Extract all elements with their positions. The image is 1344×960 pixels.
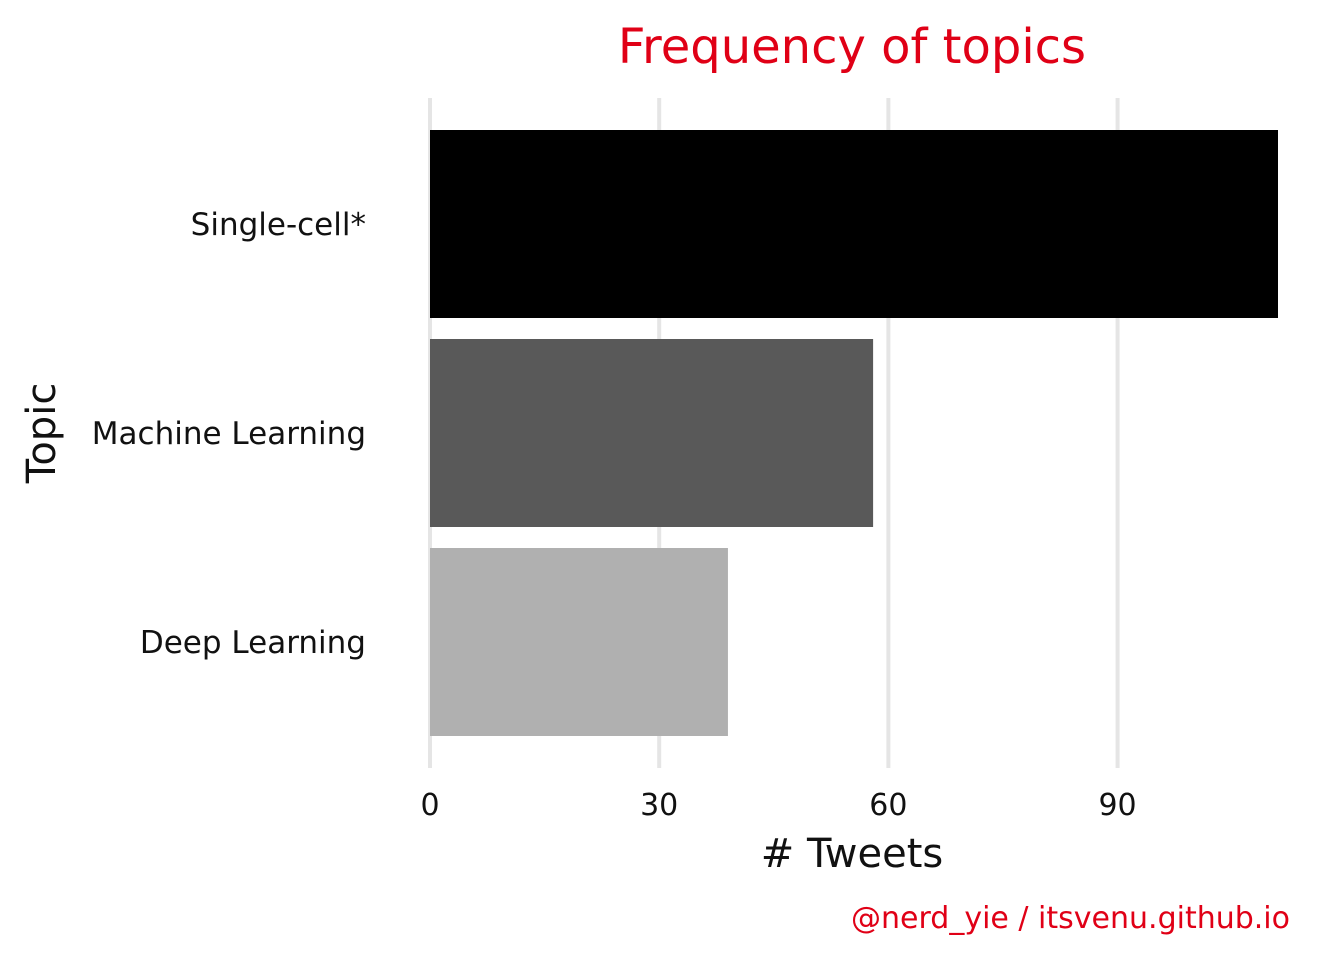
bar bbox=[430, 548, 728, 736]
y-axis-title: Topic bbox=[19, 383, 65, 485]
x-tick-label: 60 bbox=[869, 788, 907, 823]
category-labels: Single-cell* Machine Learning Deep Learnin… bbox=[92, 207, 366, 661]
chart-title: Frequency of topics bbox=[618, 19, 1086, 75]
category-label: Machine Learning bbox=[92, 416, 366, 452]
x-tick-label: 90 bbox=[1098, 788, 1136, 823]
chart-caption: @nerd_yie / itsvenu.github.io bbox=[851, 901, 1290, 936]
bar bbox=[430, 339, 874, 527]
x-tick-label: 0 bbox=[420, 788, 439, 823]
x-axis-title: # Tweets bbox=[761, 831, 944, 877]
category-label: Deep Learning bbox=[140, 625, 366, 661]
category-label: Single-cell* bbox=[191, 207, 366, 243]
bar bbox=[430, 130, 1278, 318]
x-tick-label: 30 bbox=[640, 788, 678, 823]
bars bbox=[430, 130, 1278, 736]
x-tick-labels: 0 30 60 90 bbox=[420, 788, 1136, 823]
